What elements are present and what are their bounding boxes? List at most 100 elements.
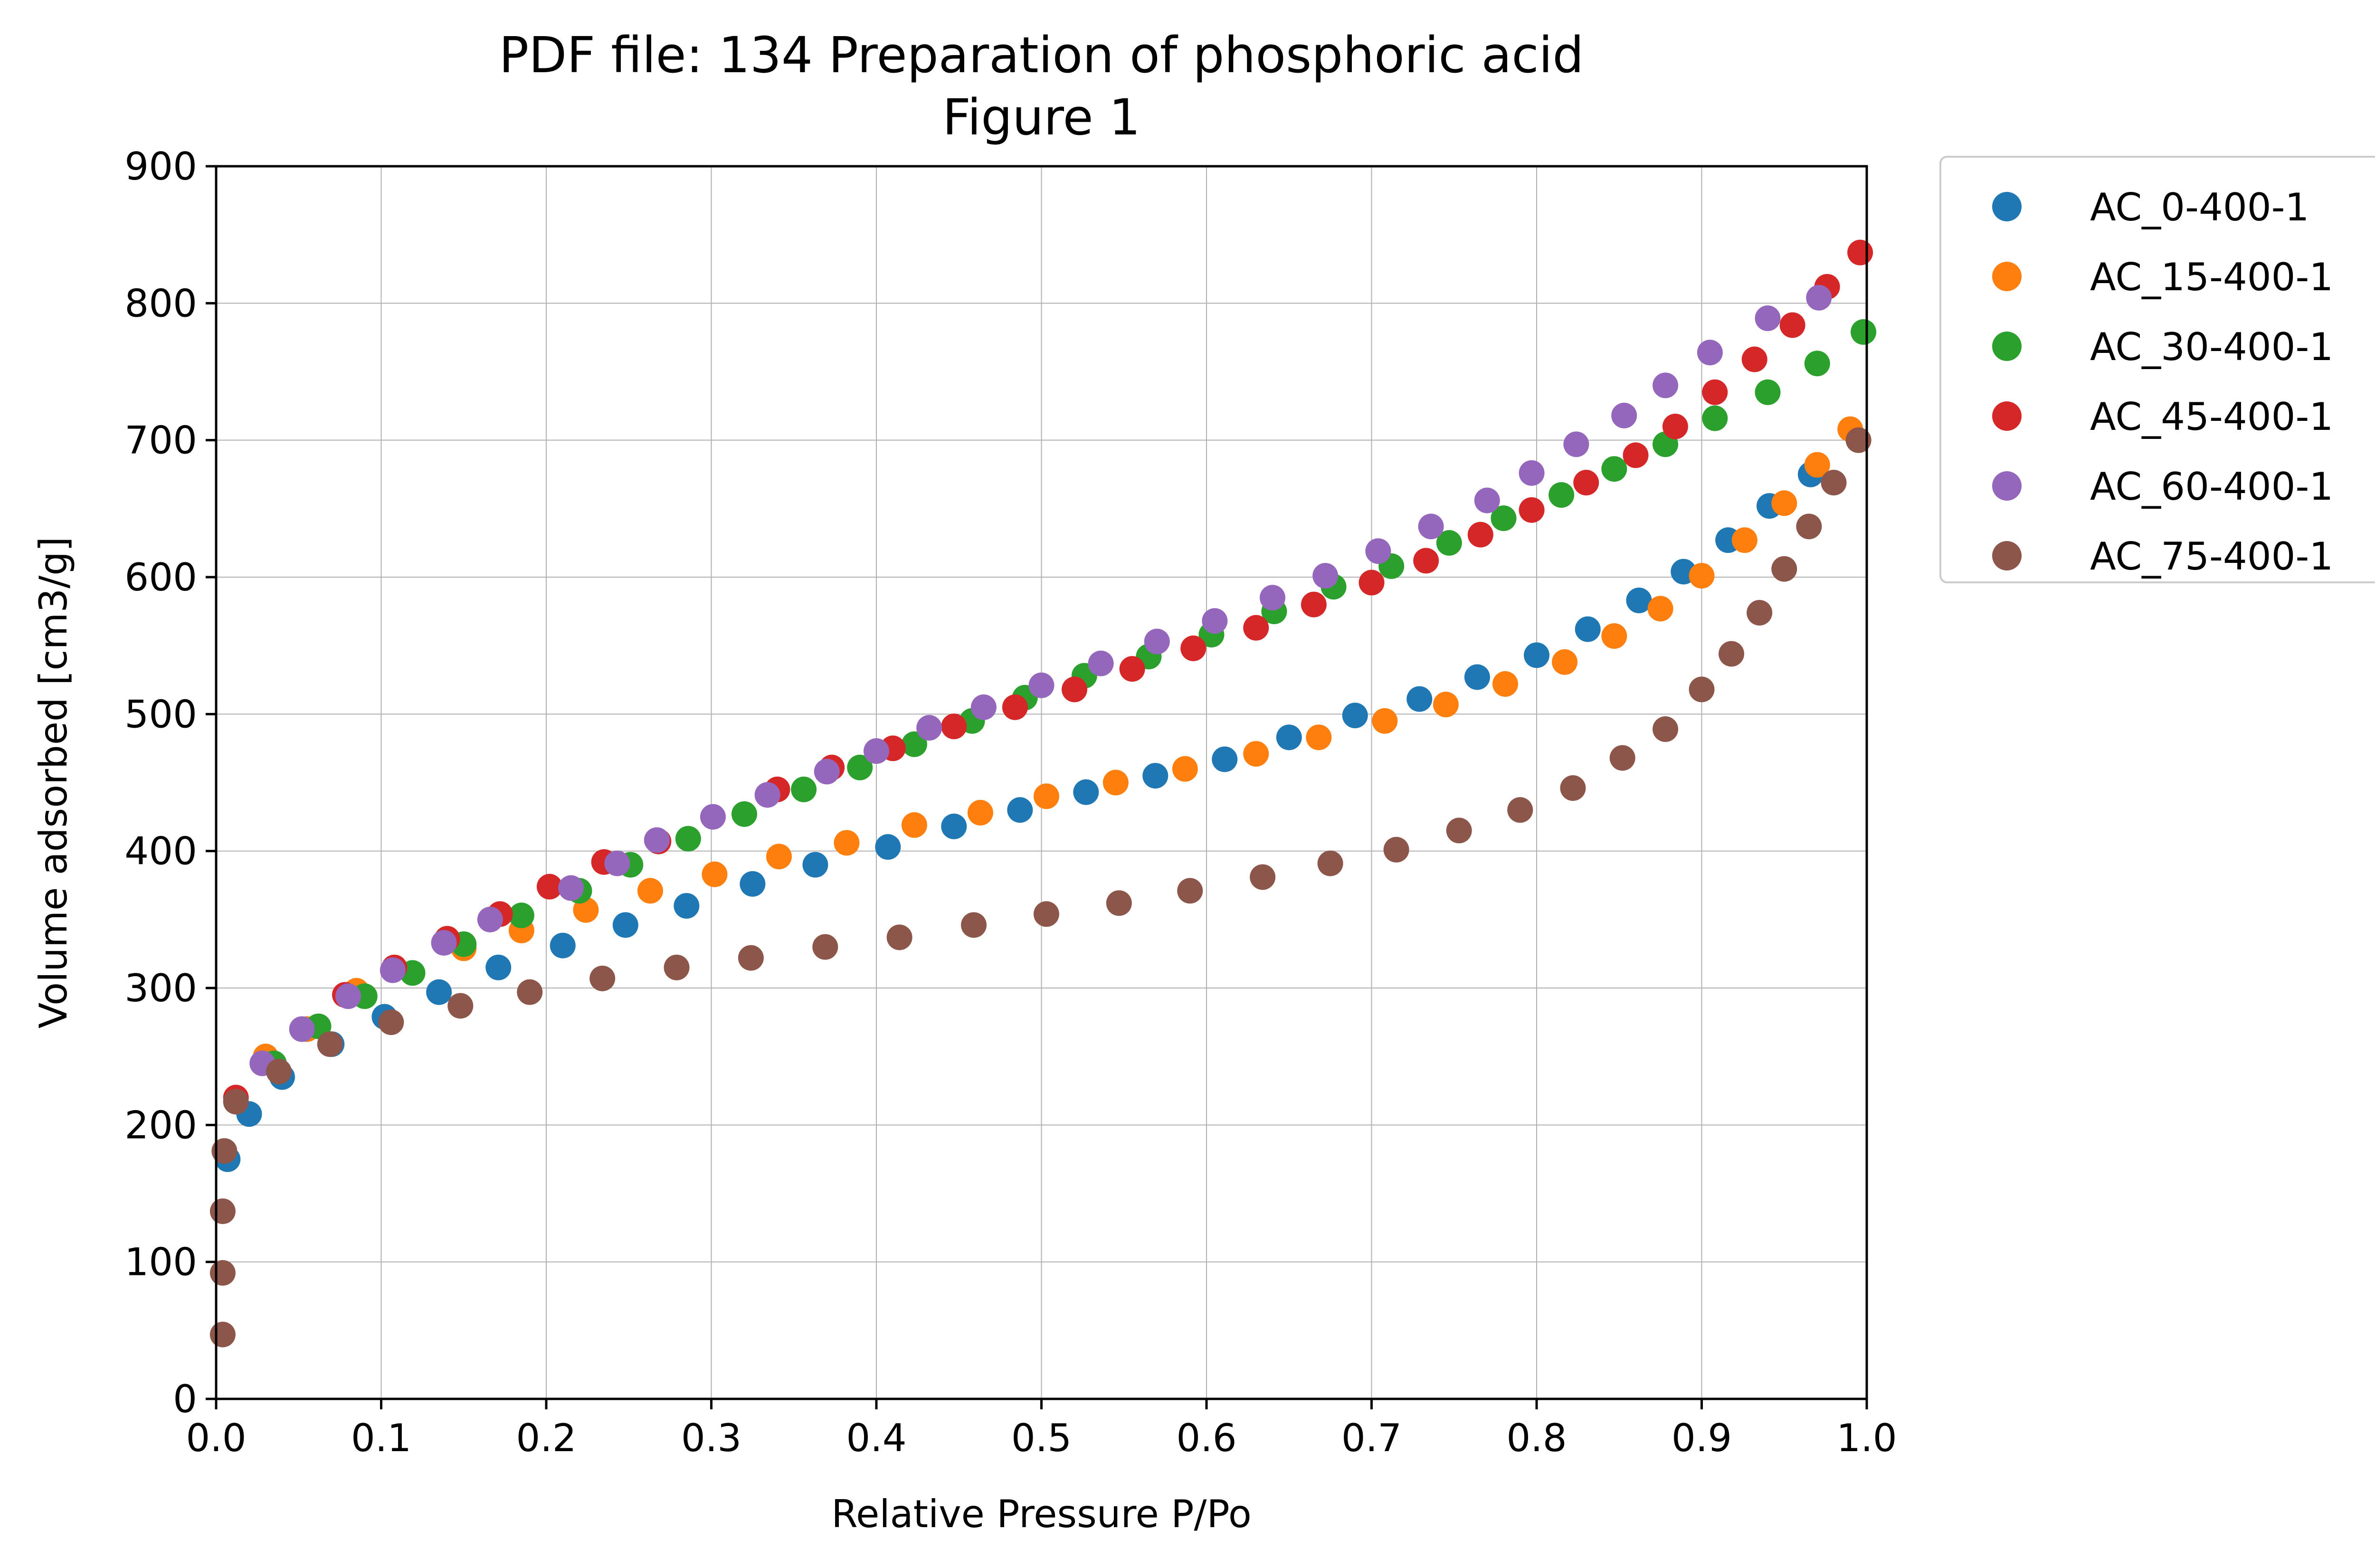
legend-marker bbox=[1992, 332, 2022, 361]
data-point bbox=[1519, 497, 1545, 523]
data-point bbox=[1806, 285, 1832, 311]
data-point bbox=[1507, 797, 1533, 823]
data-point bbox=[1317, 850, 1343, 876]
data-point bbox=[901, 731, 927, 757]
data-point bbox=[1088, 650, 1114, 676]
data-point bbox=[1301, 591, 1327, 618]
data-point bbox=[223, 1089, 249, 1115]
data-point bbox=[1623, 442, 1649, 468]
data-point bbox=[1771, 556, 1797, 582]
data-point bbox=[1028, 672, 1054, 698]
y-tick-label: 300 bbox=[124, 966, 197, 1010]
data-point bbox=[1491, 505, 1517, 532]
data-point bbox=[1524, 642, 1549, 668]
data-point bbox=[1575, 616, 1601, 642]
data-point bbox=[1119, 656, 1145, 682]
data-point bbox=[1180, 635, 1206, 661]
data-point bbox=[604, 850, 630, 876]
data-point bbox=[1492, 671, 1518, 697]
data-point bbox=[1653, 716, 1679, 742]
data-point bbox=[1689, 563, 1715, 589]
chart-subtitle: Figure 1 bbox=[942, 88, 1140, 146]
data-point bbox=[970, 694, 997, 720]
legend-label: AC_15-400-1 bbox=[2090, 255, 2333, 299]
data-point bbox=[209, 1321, 236, 1348]
data-point bbox=[1033, 901, 1059, 927]
data-point bbox=[209, 1260, 236, 1286]
data-point bbox=[1821, 470, 1847, 496]
data-point bbox=[1601, 623, 1627, 649]
data-point bbox=[1436, 530, 1462, 556]
data-point bbox=[266, 1058, 292, 1084]
data-point bbox=[1250, 864, 1276, 890]
data-point bbox=[1383, 836, 1409, 863]
data-point bbox=[589, 965, 616, 991]
data-point bbox=[1260, 585, 1285, 611]
data-point bbox=[335, 983, 361, 1009]
data-point bbox=[1418, 513, 1444, 540]
data-point bbox=[447, 993, 474, 1019]
x-tick-label: 0.8 bbox=[1506, 1416, 1567, 1460]
legend-item: AC_15-400-1 bbox=[1992, 255, 2333, 299]
data-point bbox=[1702, 405, 1728, 431]
legend-marker bbox=[1992, 262, 2022, 291]
data-point bbox=[961, 912, 987, 938]
data-point bbox=[1601, 456, 1627, 482]
legend-marker bbox=[1992, 471, 2022, 501]
data-point bbox=[1372, 708, 1398, 734]
axis-ticks: 0.0 0.1 0.2 0.3 0.4 0.5 0.6 0.7 0.8 0.9 1.0 0 100 200… bbox=[124, 144, 1897, 1460]
data-point bbox=[1847, 239, 1873, 266]
data-point bbox=[1552, 649, 1578, 675]
data-point bbox=[612, 912, 638, 938]
data-point bbox=[1406, 686, 1433, 712]
data-point bbox=[1144, 628, 1170, 655]
data-point bbox=[1342, 703, 1368, 729]
data-point bbox=[1464, 664, 1490, 690]
x-tick-label: 0.6 bbox=[1176, 1416, 1236, 1460]
data-point bbox=[802, 852, 828, 878]
data-point bbox=[550, 932, 576, 959]
data-point bbox=[1433, 692, 1459, 718]
data-point bbox=[1560, 775, 1586, 801]
y-tick-label: 900 bbox=[124, 144, 197, 189]
data-point bbox=[1779, 312, 1805, 338]
data-point bbox=[941, 813, 967, 839]
x-tick-label: 0.7 bbox=[1341, 1416, 1402, 1460]
data-point bbox=[1033, 783, 1059, 809]
x-tick-label: 0.3 bbox=[681, 1416, 741, 1460]
legend: AC_0-400-1 AC_15-400-1 AC_30-400-1 AC_45-40… bbox=[1939, 156, 2375, 583]
data-point bbox=[1073, 779, 1099, 805]
legend-marker bbox=[1992, 401, 2022, 431]
y-tick-label: 700 bbox=[124, 418, 197, 463]
data-point bbox=[1474, 487, 1500, 513]
data-point bbox=[1755, 379, 1781, 405]
data-point bbox=[1548, 482, 1575, 508]
data-point bbox=[1851, 319, 1877, 345]
data-point bbox=[1796, 513, 1822, 540]
legend-marker bbox=[1992, 541, 2022, 570]
data-point bbox=[1609, 745, 1635, 771]
legend-label: AC_30-400-1 bbox=[2090, 325, 2333, 369]
data-point bbox=[1702, 379, 1728, 405]
data-point bbox=[485, 954, 512, 980]
data-point bbox=[1062, 676, 1087, 703]
data-point bbox=[941, 713, 967, 740]
data-point bbox=[1647, 596, 1673, 622]
data-point bbox=[289, 1016, 315, 1042]
data-point bbox=[916, 715, 942, 741]
data-point bbox=[1662, 413, 1688, 439]
data-point bbox=[967, 799, 993, 826]
legend-label: AC_45-400-1 bbox=[2090, 395, 2333, 439]
x-tick-label: 0.0 bbox=[186, 1416, 246, 1460]
data-point bbox=[1102, 770, 1129, 796]
data-point bbox=[1106, 890, 1132, 916]
data-point bbox=[766, 844, 792, 870]
data-point bbox=[875, 834, 901, 860]
data-point bbox=[1467, 522, 1493, 548]
y-tick-label: 500 bbox=[124, 692, 197, 736]
legend-item: AC_60-400-1 bbox=[1992, 465, 2333, 509]
data-point bbox=[1002, 694, 1028, 720]
data-point bbox=[1243, 615, 1269, 641]
data-point bbox=[1243, 741, 1269, 767]
